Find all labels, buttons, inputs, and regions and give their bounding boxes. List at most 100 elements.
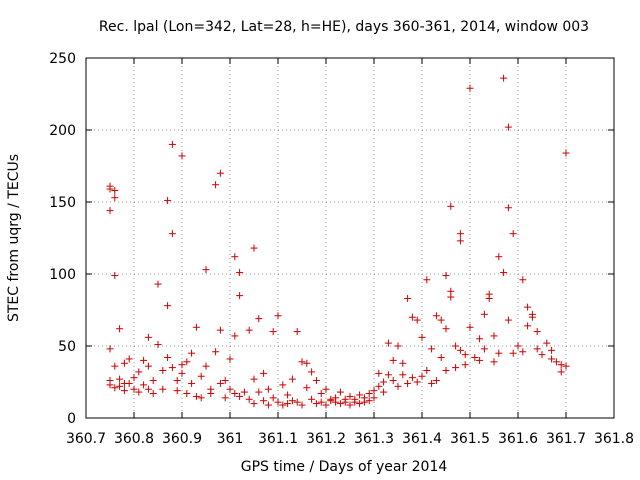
data-point — [125, 379, 133, 387]
data-point — [149, 377, 157, 385]
data-point — [456, 237, 464, 245]
data-point — [274, 312, 282, 320]
data-point — [216, 326, 224, 334]
data-point — [173, 377, 181, 385]
data-point — [164, 354, 172, 362]
data-point — [548, 346, 556, 354]
data-point — [370, 387, 378, 395]
data-point — [528, 310, 536, 318]
data-point — [106, 207, 114, 215]
data-point — [298, 401, 306, 409]
data-point — [428, 379, 436, 387]
data-point — [480, 310, 488, 318]
data-point — [236, 269, 244, 277]
data-point — [341, 395, 349, 403]
x-tick-label: 361.3 — [354, 431, 394, 447]
data-point — [356, 400, 364, 408]
data-point — [303, 359, 311, 367]
data-point — [202, 266, 210, 274]
data-point — [250, 400, 258, 408]
data-point — [476, 335, 484, 343]
y-tick-label: 0 — [67, 411, 76, 427]
data-point — [245, 326, 253, 334]
data-point — [504, 316, 512, 324]
x-tick-label: 361.4 — [402, 431, 442, 447]
data-point — [144, 385, 152, 393]
data-point — [375, 369, 383, 377]
x-tick-label: 361.1 — [258, 431, 298, 447]
data-point — [240, 388, 248, 396]
x-tick-label: 361.2 — [306, 431, 346, 447]
y-axis-label: STEC from uqrg / TECUs — [6, 154, 22, 322]
data-point — [332, 394, 340, 402]
data-point — [404, 379, 412, 387]
data-point — [288, 397, 296, 405]
data-point — [346, 401, 354, 409]
y-tick-label: 250 — [49, 51, 76, 67]
y-tick-label: 150 — [49, 195, 76, 211]
data-point — [149, 390, 157, 398]
data-point — [197, 372, 205, 380]
data-point — [533, 328, 541, 336]
chart-title: Rec. lpal (Lon=342, Lat=28, h=HE), days … — [99, 19, 589, 35]
data-point — [456, 346, 464, 354]
data-point — [264, 401, 272, 409]
data-point — [255, 315, 263, 323]
data-point — [562, 362, 570, 370]
data-point — [245, 395, 253, 403]
data-point — [192, 392, 200, 400]
data-point — [178, 361, 186, 369]
data-point — [432, 377, 440, 385]
x-tick-label: 361 — [217, 431, 244, 447]
data-point — [461, 351, 469, 359]
data-point — [437, 316, 445, 324]
data-point — [442, 325, 450, 333]
data-point — [312, 400, 320, 408]
data-point — [106, 345, 114, 353]
data-point — [533, 345, 541, 353]
data-point — [231, 253, 239, 261]
data-point — [384, 339, 392, 347]
data-point — [504, 204, 512, 212]
data-point — [183, 358, 191, 366]
data-point — [543, 339, 551, 347]
data-point — [183, 390, 191, 398]
x-tick-label: 360.9 — [162, 431, 202, 447]
data-point — [140, 356, 148, 364]
data-point — [173, 387, 181, 395]
data-point — [428, 345, 436, 353]
y-tick-labels: 0 50 100 150 200 250 — [49, 51, 76, 427]
data-point — [279, 381, 287, 389]
data-point — [365, 390, 373, 398]
data-point — [154, 341, 162, 349]
y-tick-label: 50 — [58, 339, 76, 355]
data-point — [552, 358, 560, 366]
data-point — [221, 394, 229, 402]
data-point — [303, 384, 311, 392]
data-point — [447, 202, 455, 210]
data-point — [236, 392, 244, 400]
data-point — [221, 377, 229, 385]
data-point — [255, 388, 263, 396]
data-point — [413, 316, 421, 324]
data-point — [164, 302, 172, 310]
data-point — [231, 332, 239, 340]
data-point — [159, 385, 167, 393]
data-point — [202, 362, 210, 370]
data-point — [519, 276, 527, 284]
data-point — [120, 359, 128, 367]
x-tick-label: 360.8 — [114, 431, 154, 447]
data-point — [168, 364, 176, 372]
data-point — [178, 152, 186, 160]
data-point — [284, 391, 292, 399]
data-point — [111, 271, 119, 279]
data-point — [144, 333, 152, 341]
x-tick-labels: 360.7 360.8 360.9 361 361.1 361.2 361.3 361.4 36… — [66, 431, 634, 447]
data-point — [284, 400, 292, 408]
data-point — [116, 375, 124, 383]
data-point — [226, 385, 234, 393]
data-point — [130, 385, 138, 393]
data-point — [322, 401, 330, 409]
data-point — [466, 84, 474, 92]
data-point — [442, 366, 450, 374]
